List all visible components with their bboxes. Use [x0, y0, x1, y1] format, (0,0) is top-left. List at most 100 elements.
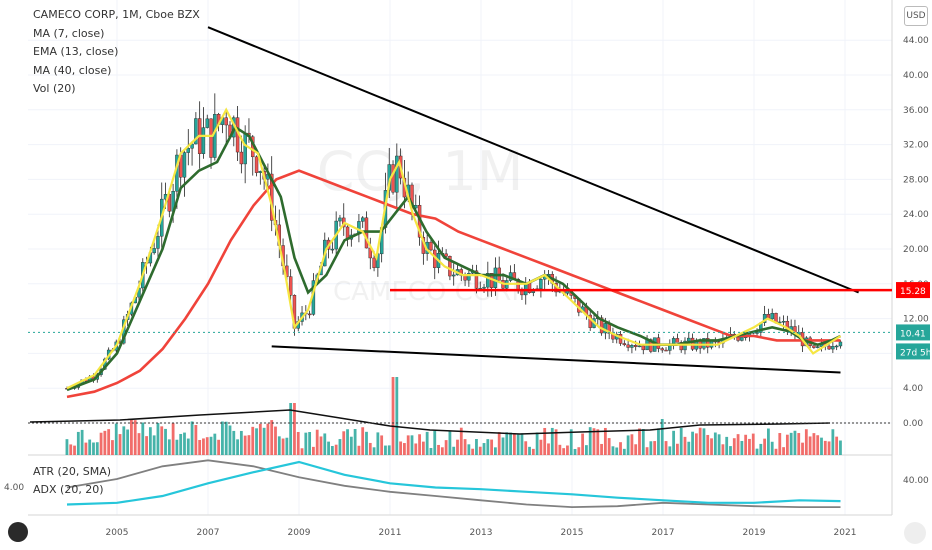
legend-ema13[interactable]: EMA (13, close) — [33, 45, 119, 58]
volume-bar — [558, 444, 562, 455]
volume-bar — [384, 445, 387, 455]
volume-bar — [425, 431, 429, 455]
candle-body — [364, 217, 369, 249]
legend-adx[interactable]: ADX (20, 20) — [33, 483, 104, 496]
volume-bar — [721, 444, 725, 455]
volume-bar — [653, 441, 657, 455]
volume-bar — [619, 442, 622, 455]
volume-bar — [126, 429, 130, 455]
volume-bar — [365, 431, 368, 455]
volume-bar — [107, 429, 111, 455]
legend-ma7[interactable]: MA (7, close) — [33, 26, 105, 40]
volume-bar — [543, 427, 547, 455]
volume-bar — [118, 434, 122, 455]
candle-body — [239, 151, 244, 165]
candle-body — [330, 248, 335, 251]
volume-bar — [148, 427, 152, 455]
candle-body — [205, 118, 209, 128]
currency-button[interactable]: USD — [904, 6, 928, 26]
volume-bar — [767, 428, 770, 455]
candle-body — [391, 164, 395, 193]
volume-bar — [179, 433, 183, 455]
candle-body — [254, 156, 259, 173]
candle-body — [671, 338, 676, 345]
volume-bar — [528, 446, 531, 455]
volume-bar — [251, 426, 255, 455]
symbol-title[interactable]: CAMECO CORP, 1M, Cboe BZX — [33, 8, 200, 21]
time-axis[interactable]: 2005 2007 2009 2011 2013 2015 2017 2019 2021 — [106, 528, 857, 538]
volume-bar — [111, 440, 114, 455]
price-label-text: 15.28 — [900, 287, 926, 297]
volume-bar — [353, 429, 357, 455]
candle-body — [258, 171, 263, 173]
candle-body — [838, 341, 843, 347]
volume-bar — [122, 426, 126, 455]
candle-body — [224, 117, 228, 126]
indicator-tick-label: 40.00 — [903, 476, 929, 486]
volume-bar — [596, 429, 600, 455]
volume-bar — [221, 421, 224, 455]
candle-body — [706, 338, 710, 348]
volume-bar — [554, 429, 558, 455]
legend-ma40[interactable]: MA (40, close) — [33, 63, 112, 77]
price-tick-label: 28.00 — [903, 175, 929, 185]
volume-bar — [471, 448, 475, 455]
price-tick-label: 20.00 — [903, 245, 929, 255]
volume-bar — [293, 403, 296, 455]
volume-bar — [171, 423, 175, 455]
volume-bar — [247, 435, 251, 455]
volume-bar — [312, 446, 315, 455]
volume-bar — [323, 433, 327, 455]
candle-body — [243, 132, 247, 165]
candle-body — [467, 273, 471, 281]
volume-bar — [69, 444, 73, 455]
legend-atr[interactable]: ATR (20, SMA) — [33, 465, 112, 478]
volume-bar — [65, 439, 69, 455]
volume-bar — [289, 403, 293, 455]
price-label-box — [896, 282, 930, 299]
candle-body — [182, 152, 187, 178]
settings-icon[interactable] — [904, 522, 926, 544]
volume-bar — [456, 439, 459, 455]
candle-body — [812, 345, 816, 348]
volume-bar — [274, 426, 277, 455]
volume-bar — [770, 441, 774, 455]
volume-bar — [577, 447, 581, 455]
volume-bar — [706, 434, 710, 455]
volume-bar — [490, 439, 494, 455]
time-tick-label: 2019 — [743, 528, 766, 538]
volume-bar — [296, 431, 300, 455]
volume-bar — [649, 441, 653, 455]
volume-bar — [395, 377, 399, 455]
volume-bar — [399, 441, 403, 455]
candle-body — [626, 344, 630, 348]
volume-bar — [774, 448, 778, 455]
candle-body — [827, 345, 831, 350]
volume-bar — [95, 442, 99, 455]
volume-bar — [740, 440, 744, 455]
candle-body — [190, 143, 194, 149]
volume-bar — [88, 439, 92, 455]
atr-line — [66, 460, 841, 506]
tradingview-logo-icon[interactable] — [8, 522, 28, 542]
legend-vol[interactable]: Vol (20) — [33, 82, 76, 95]
volume-bar — [376, 432, 380, 455]
time-tick-label: 2007 — [197, 528, 220, 538]
volume-bar — [687, 441, 691, 455]
volume-bar — [103, 430, 107, 455]
candle-body — [664, 349, 668, 352]
volume-bar — [713, 432, 717, 455]
candle-body — [448, 256, 452, 277]
volume-bar — [92, 442, 95, 455]
volume-bar — [232, 430, 236, 455]
candle-body — [194, 118, 198, 145]
volume-bar — [486, 439, 490, 455]
volume-bar — [831, 429, 835, 455]
price-label-box — [896, 324, 930, 341]
volume-bar — [437, 444, 440, 455]
volume-bar — [175, 439, 179, 455]
adx-line — [66, 459, 841, 509]
candle-body — [816, 346, 820, 348]
candle-body — [486, 273, 490, 288]
